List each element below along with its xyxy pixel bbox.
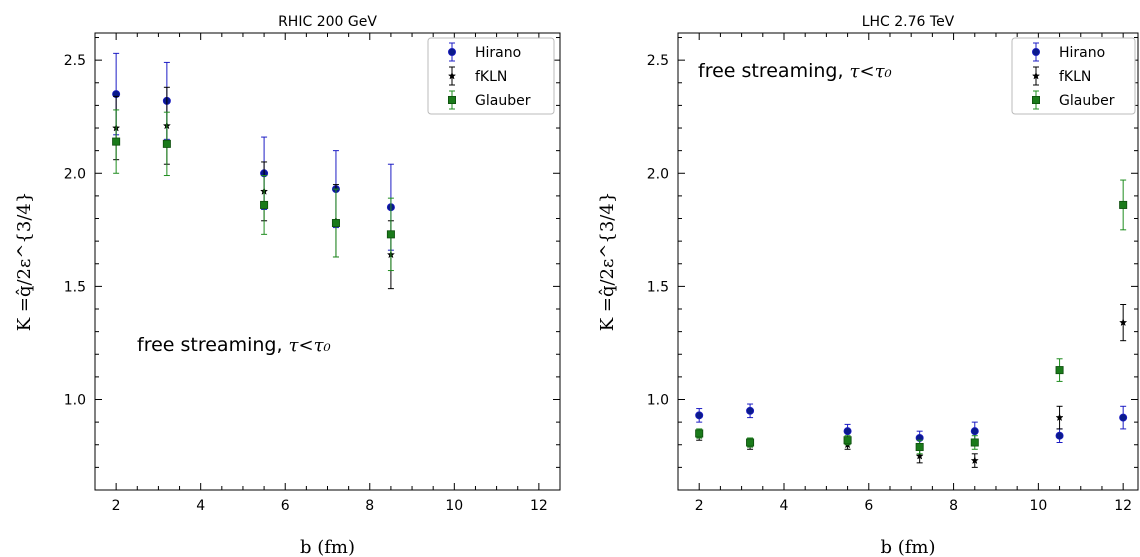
- annotation: free streaming, τ<τ₀: [698, 60, 892, 82]
- y-tick-label: 1.0: [647, 393, 669, 409]
- data-point-glauber: [386, 230, 395, 239]
- x-tick-label: 10: [445, 498, 463, 514]
- x-tick-label: 2: [112, 498, 121, 514]
- legend-marker-hirano: [447, 48, 456, 57]
- data-point-glauber: [695, 429, 704, 438]
- data-point-hirano: [970, 427, 979, 436]
- legend-box: [427, 37, 555, 115]
- data-point-glauber: [331, 219, 340, 228]
- x-tick-label: 12: [1114, 498, 1132, 514]
- data-point-glauber: [1055, 366, 1064, 375]
- series-glauber: [112, 109, 395, 272]
- data-point-fkln: [970, 456, 979, 465]
- chart-title: RHIC 200 GeV: [278, 14, 377, 30]
- x-tick-label: 10: [1029, 498, 1047, 514]
- y-tick-label: 2.0: [64, 166, 86, 182]
- series-glauber: [695, 179, 1128, 455]
- y-axis-label: K =q̂/2ε^{3/4}: [597, 192, 618, 332]
- x-tick-label: 6: [864, 498, 873, 514]
- annotation: free streaming, τ<τ₀: [137, 334, 331, 356]
- legend-marker-hirano: [1032, 48, 1041, 57]
- y-tick-label: 2.5: [647, 53, 669, 69]
- x-tick-label: 8: [949, 498, 958, 514]
- legend: Hirano fKLN Glauber: [1011, 37, 1136, 115]
- data-point-glauber: [260, 200, 269, 209]
- x-tick-label: 4: [196, 498, 205, 514]
- chart-panel-1: RHIC 200 GeV 2 4 6 8 10 12 1.0 1.5 2.0 2.5 b (fm) K …: [14, 14, 561, 557]
- series-hirano: [112, 52, 395, 251]
- legend-label: fKLN: [475, 69, 507, 85]
- y-tick-label: 2.0: [647, 166, 669, 182]
- x-tick-label: 4: [780, 498, 789, 514]
- annotation-math: τ<τ₀: [289, 335, 331, 356]
- data-point-glauber: [1119, 200, 1128, 209]
- data-point-hirano: [695, 411, 704, 420]
- data-point-glauber: [915, 443, 924, 452]
- annotation-text: free streaming,: [698, 60, 850, 82]
- legend: Hirano fKLN Glauber: [427, 37, 555, 115]
- chart-title: LHC 2.76 TeV: [862, 14, 955, 30]
- annotation-math: τ<τ₀: [850, 61, 892, 82]
- x-tick-label: 6: [281, 498, 290, 514]
- legend-label: Hirano: [475, 45, 521, 61]
- data-point-fkln: [1119, 318, 1128, 327]
- legend-label: Glauber: [475, 93, 531, 109]
- data-point-hirano: [1119, 413, 1128, 422]
- x-axis-label: b (fm): [880, 537, 935, 557]
- legend-marker-glauber: [447, 96, 456, 105]
- legend-label: Hirano: [1059, 45, 1105, 61]
- data-point-glauber: [112, 137, 121, 146]
- annotation-text: free streaming,: [137, 334, 289, 356]
- y-tick-label: 1.0: [64, 393, 86, 409]
- y-tick-label: 1.5: [647, 279, 669, 295]
- data-point-glauber: [843, 436, 852, 445]
- chart-panel-2: LHC 2.76 TeV 2 4 6 8 10 12 1.0 1.5 2.0 2.5 b (fm) K …: [597, 14, 1139, 557]
- x-tick-label: 2: [695, 498, 704, 514]
- data-point-glauber: [970, 438, 979, 447]
- data-point-hirano: [746, 406, 755, 415]
- series-hirano: [695, 403, 1128, 446]
- x-tick-label: 12: [530, 498, 548, 514]
- plot-frame: [677, 32, 1139, 491]
- data-point-fkln: [915, 451, 924, 460]
- data-point-fkln: [1055, 413, 1064, 422]
- legend-marker-fkln: [447, 71, 457, 80]
- legend-box: [1011, 37, 1136, 115]
- series-fkln: [112, 86, 396, 290]
- legend-label: Glauber: [1059, 93, 1115, 109]
- legend-marker-fkln: [1031, 71, 1041, 80]
- legend-label: fKLN: [1059, 69, 1091, 85]
- y-tick-label: 2.5: [64, 53, 86, 69]
- data-point-hirano: [843, 427, 852, 436]
- data-point-glauber: [162, 139, 171, 148]
- data-point-glauber: [746, 438, 755, 447]
- y-axis-label: K =q̂/2ε^{3/4}: [14, 192, 35, 332]
- data-point-hirano: [1055, 431, 1064, 440]
- x-axis-label: b (fm): [300, 537, 355, 557]
- x-tick-label: 8: [365, 498, 374, 514]
- y-tick-label: 1.5: [64, 279, 86, 295]
- legend-marker-glauber: [1032, 96, 1041, 105]
